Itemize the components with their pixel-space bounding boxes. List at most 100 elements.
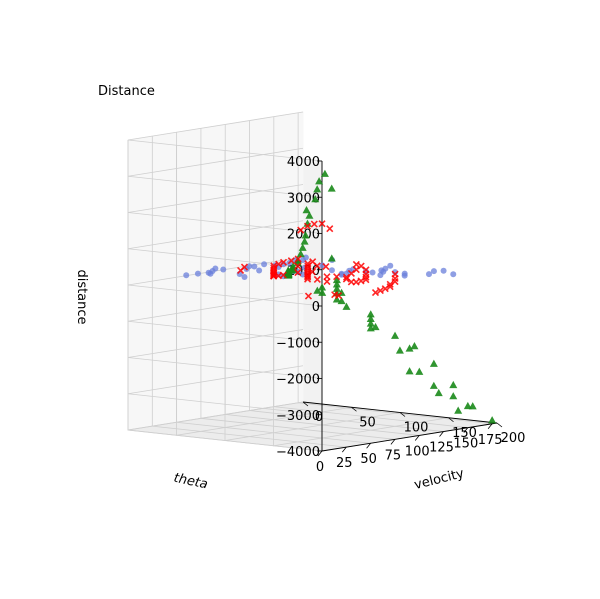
data-point-triangle — [342, 302, 351, 310]
data-point-triangle — [327, 184, 336, 192]
data-point-x — [309, 258, 317, 266]
data-point-triangle — [405, 344, 414, 352]
data-point-triangle — [449, 380, 458, 389]
data-point-triangle — [391, 331, 400, 339]
data-point-circle — [328, 267, 335, 274]
y-grid-line — [127, 140, 304, 431]
data-point-triangle — [313, 185, 322, 193]
data-point-x — [275, 260, 283, 268]
data-point-triangle — [429, 381, 438, 389]
data-point-triangle — [395, 346, 404, 354]
data-point-x — [352, 278, 360, 286]
data-point-x — [294, 262, 302, 270]
x-tick-mark — [366, 442, 371, 449]
y-tick-mark — [302, 401, 309, 407]
data-point-triangle — [313, 286, 322, 294]
y-tick-label: 50 — [359, 415, 376, 430]
data-point-x — [357, 262, 365, 270]
y-tick-mark — [448, 417, 454, 423]
data-point-triangle — [332, 280, 341, 288]
data-point-circle — [302, 254, 309, 261]
data-point-x — [287, 257, 295, 265]
data-point-x — [347, 269, 355, 277]
data-point-triangle — [305, 211, 314, 219]
x-tick-label: 125 — [429, 441, 454, 456]
data-point-circle — [369, 269, 376, 276]
z-tick-label: −1000 — [276, 336, 320, 351]
data-point-triangle — [415, 367, 424, 375]
y-tick-label: 200 — [501, 431, 526, 446]
data-point-x — [279, 258, 288, 266]
y-tick-label: 100 — [404, 421, 429, 436]
data-point-circle — [425, 271, 432, 278]
data-point-triangle — [366, 319, 375, 327]
data-point-triangle — [302, 206, 311, 214]
data-point-circle — [440, 267, 447, 274]
data-point-x — [310, 220, 318, 228]
data-point-x — [352, 260, 360, 269]
data-point-x — [294, 255, 302, 263]
x-tick-mark — [414, 435, 420, 441]
data-point-triangle — [332, 275, 341, 284]
data-point-circle — [450, 271, 457, 278]
z-tick-label: 4000 — [287, 155, 320, 170]
y-tick-mark — [496, 422, 503, 428]
y-tick-mark — [399, 412, 406, 417]
data-point-triangle — [463, 401, 472, 410]
y-axis-label: velocity — [413, 466, 466, 493]
data-point-triangle — [318, 283, 327, 291]
x-tick-label: 150 — [453, 437, 478, 452]
data-point-x — [237, 266, 245, 275]
data-point-triangle — [298, 243, 307, 251]
data-point-triangle — [405, 367, 414, 375]
x-tick-label: 75 — [385, 448, 402, 463]
data-point-triangle — [320, 169, 329, 177]
data-point-triangle — [300, 237, 309, 245]
data-point-triangle — [327, 254, 336, 262]
chart-title: Distance — [98, 84, 155, 99]
y-grid-line — [224, 150, 401, 441]
data-point-circle — [378, 267, 385, 274]
data-point-triangle — [301, 231, 310, 239]
data-point-x — [342, 275, 350, 283]
x-tick-mark — [463, 427, 469, 433]
y-tick-mark — [351, 406, 357, 412]
z-tick-label: 0 — [312, 300, 320, 315]
y-grid-line — [273, 155, 449, 447]
data-point-circle — [194, 270, 201, 277]
data-point-x — [357, 277, 365, 285]
data-point-triangle — [366, 310, 375, 318]
x-tick-mark — [390, 439, 396, 445]
y-tick-label: 0 — [315, 410, 323, 425]
x-tick-label: 175 — [478, 433, 503, 448]
x-axis-label: theta — [172, 471, 209, 493]
data-point-x — [391, 270, 399, 278]
data-point-x — [386, 283, 394, 291]
y-tick-label: 150 — [452, 426, 477, 441]
data-point-x — [386, 280, 394, 288]
data-point-x — [294, 268, 302, 277]
data-point-circle — [209, 268, 216, 275]
data-point-triangle — [296, 249, 305, 258]
tick-labels: 0 25 50 75 100 125 150 175 0 50 100 150 200 −4000 −300… — [276, 155, 525, 475]
data-point-triangle — [434, 388, 443, 397]
data-point-triangle — [337, 296, 346, 305]
z-tick-label: 2000 — [287, 228, 320, 243]
data-point-triangle — [332, 284, 341, 292]
data-point-x — [331, 291, 339, 299]
data-point-triangle — [429, 359, 438, 367]
data-point-x — [270, 262, 278, 270]
z-tick-label: −3000 — [276, 409, 320, 424]
z-axis-label: distance — [74, 269, 89, 324]
x-tick-label: 50 — [360, 452, 377, 467]
data-point-circle — [430, 268, 437, 275]
z-tick-label: −4000 — [276, 445, 320, 460]
data-point-x — [322, 262, 330, 271]
data-point-x — [303, 222, 312, 230]
data-point-circle — [256, 267, 263, 274]
data-point-triangle — [371, 322, 380, 331]
data-point-circle — [241, 274, 248, 281]
x-tick-label: 25 — [336, 456, 353, 471]
